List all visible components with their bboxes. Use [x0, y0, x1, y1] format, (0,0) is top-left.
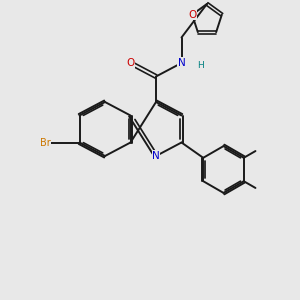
- Text: H: H: [197, 61, 204, 70]
- Text: O: O: [126, 58, 135, 68]
- Text: N: N: [178, 58, 185, 68]
- Text: N: N: [152, 151, 160, 161]
- Text: Br: Br: [40, 137, 50, 148]
- Text: O: O: [188, 10, 196, 20]
